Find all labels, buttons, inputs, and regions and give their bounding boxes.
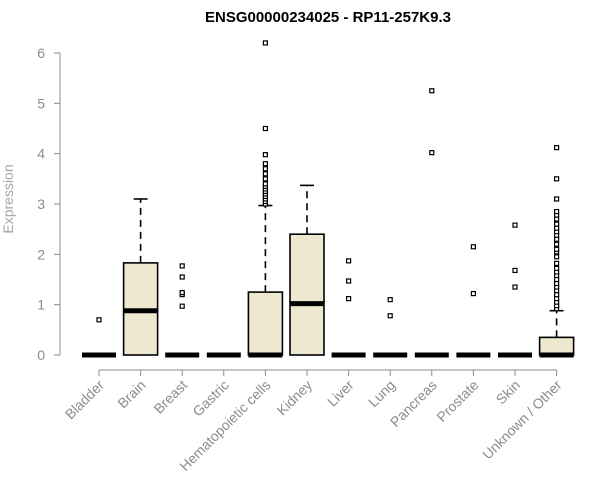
outlier-point xyxy=(262,176,268,182)
outlier-point xyxy=(512,267,518,274)
x-tick-label: Prostate xyxy=(433,377,481,425)
x-tick-label: Breast xyxy=(150,377,190,417)
y-axis-label: Expression xyxy=(0,164,16,233)
outlier-point xyxy=(429,88,435,94)
outlier-point xyxy=(179,263,185,269)
outlier-point xyxy=(470,290,476,297)
y-tick-label: 5 xyxy=(37,95,45,111)
outlier-point xyxy=(262,181,268,187)
box-11 xyxy=(538,145,575,358)
outlier-point xyxy=(262,40,268,46)
outlier-point xyxy=(387,297,393,303)
outlier-point xyxy=(387,313,393,319)
outlier-point xyxy=(553,296,560,302)
box-5 xyxy=(289,184,325,356)
outlier-point xyxy=(512,284,518,290)
y-tick-label: 0 xyxy=(37,347,45,363)
outlier-point xyxy=(553,236,560,242)
outlier-point xyxy=(553,254,560,260)
box-4 xyxy=(247,40,284,358)
outlier-point xyxy=(553,260,560,266)
y-tick-label: 3 xyxy=(37,196,45,212)
outlier-point xyxy=(553,280,560,287)
outlier-point xyxy=(346,278,352,284)
outlier-point xyxy=(553,176,560,182)
box-10 xyxy=(498,222,532,358)
outlier-point xyxy=(179,303,185,309)
boxes-group xyxy=(82,40,575,358)
box-7 xyxy=(373,297,408,358)
x-tick-label: Brain xyxy=(114,377,148,411)
outlier-point xyxy=(553,241,560,247)
x-tick-label: Bladder xyxy=(62,377,108,423)
outlier-point xyxy=(553,145,560,151)
outlier-point xyxy=(553,265,560,272)
outlier-point xyxy=(346,296,352,302)
outlier-point xyxy=(553,216,560,222)
y-tick-label: 1 xyxy=(37,297,45,313)
outlier-point xyxy=(470,244,476,250)
outlier-point xyxy=(262,161,268,167)
outlier-point xyxy=(262,171,268,177)
outlier-point xyxy=(262,166,268,172)
outlier-point xyxy=(429,150,435,156)
outlier-point xyxy=(346,258,352,264)
box-body xyxy=(538,336,575,356)
y-tick-label: 6 xyxy=(37,45,45,61)
y-tick-label: 4 xyxy=(37,146,45,162)
outlier-point xyxy=(179,274,185,280)
x-tick-label: Lung xyxy=(365,377,398,410)
box-8 xyxy=(414,88,449,358)
box-9 xyxy=(456,244,491,358)
outlier-point xyxy=(553,292,560,298)
chart-title: ENSG00000234025 - RP11-257K9.3 xyxy=(205,9,451,26)
box-1 xyxy=(122,198,159,356)
outlier-point xyxy=(96,317,102,323)
box-6 xyxy=(331,258,366,358)
box-body xyxy=(247,291,284,356)
y-tick-label: 2 xyxy=(37,246,45,262)
outlier-point xyxy=(553,221,560,227)
outlier-point xyxy=(179,289,185,296)
outlier-point xyxy=(553,225,560,231)
outlier-point xyxy=(553,276,560,283)
x-tick-label: Liver xyxy=(324,377,357,410)
box-0 xyxy=(82,317,116,358)
outlier-point xyxy=(553,246,560,252)
outlier-point xyxy=(262,125,268,132)
outlier-point xyxy=(553,208,560,215)
x-tick-label: Unknown / Other xyxy=(479,377,565,463)
x-tick-label: Kidney xyxy=(274,377,316,419)
box-2 xyxy=(165,263,200,358)
outlier-point xyxy=(262,152,268,158)
outlier-point xyxy=(512,222,518,228)
outlier-point xyxy=(553,196,560,202)
y-axis: 0 1 2 3 4 5 6 xyxy=(37,45,61,363)
box-body xyxy=(289,233,325,356)
x-tick-label: Skin xyxy=(493,377,524,408)
